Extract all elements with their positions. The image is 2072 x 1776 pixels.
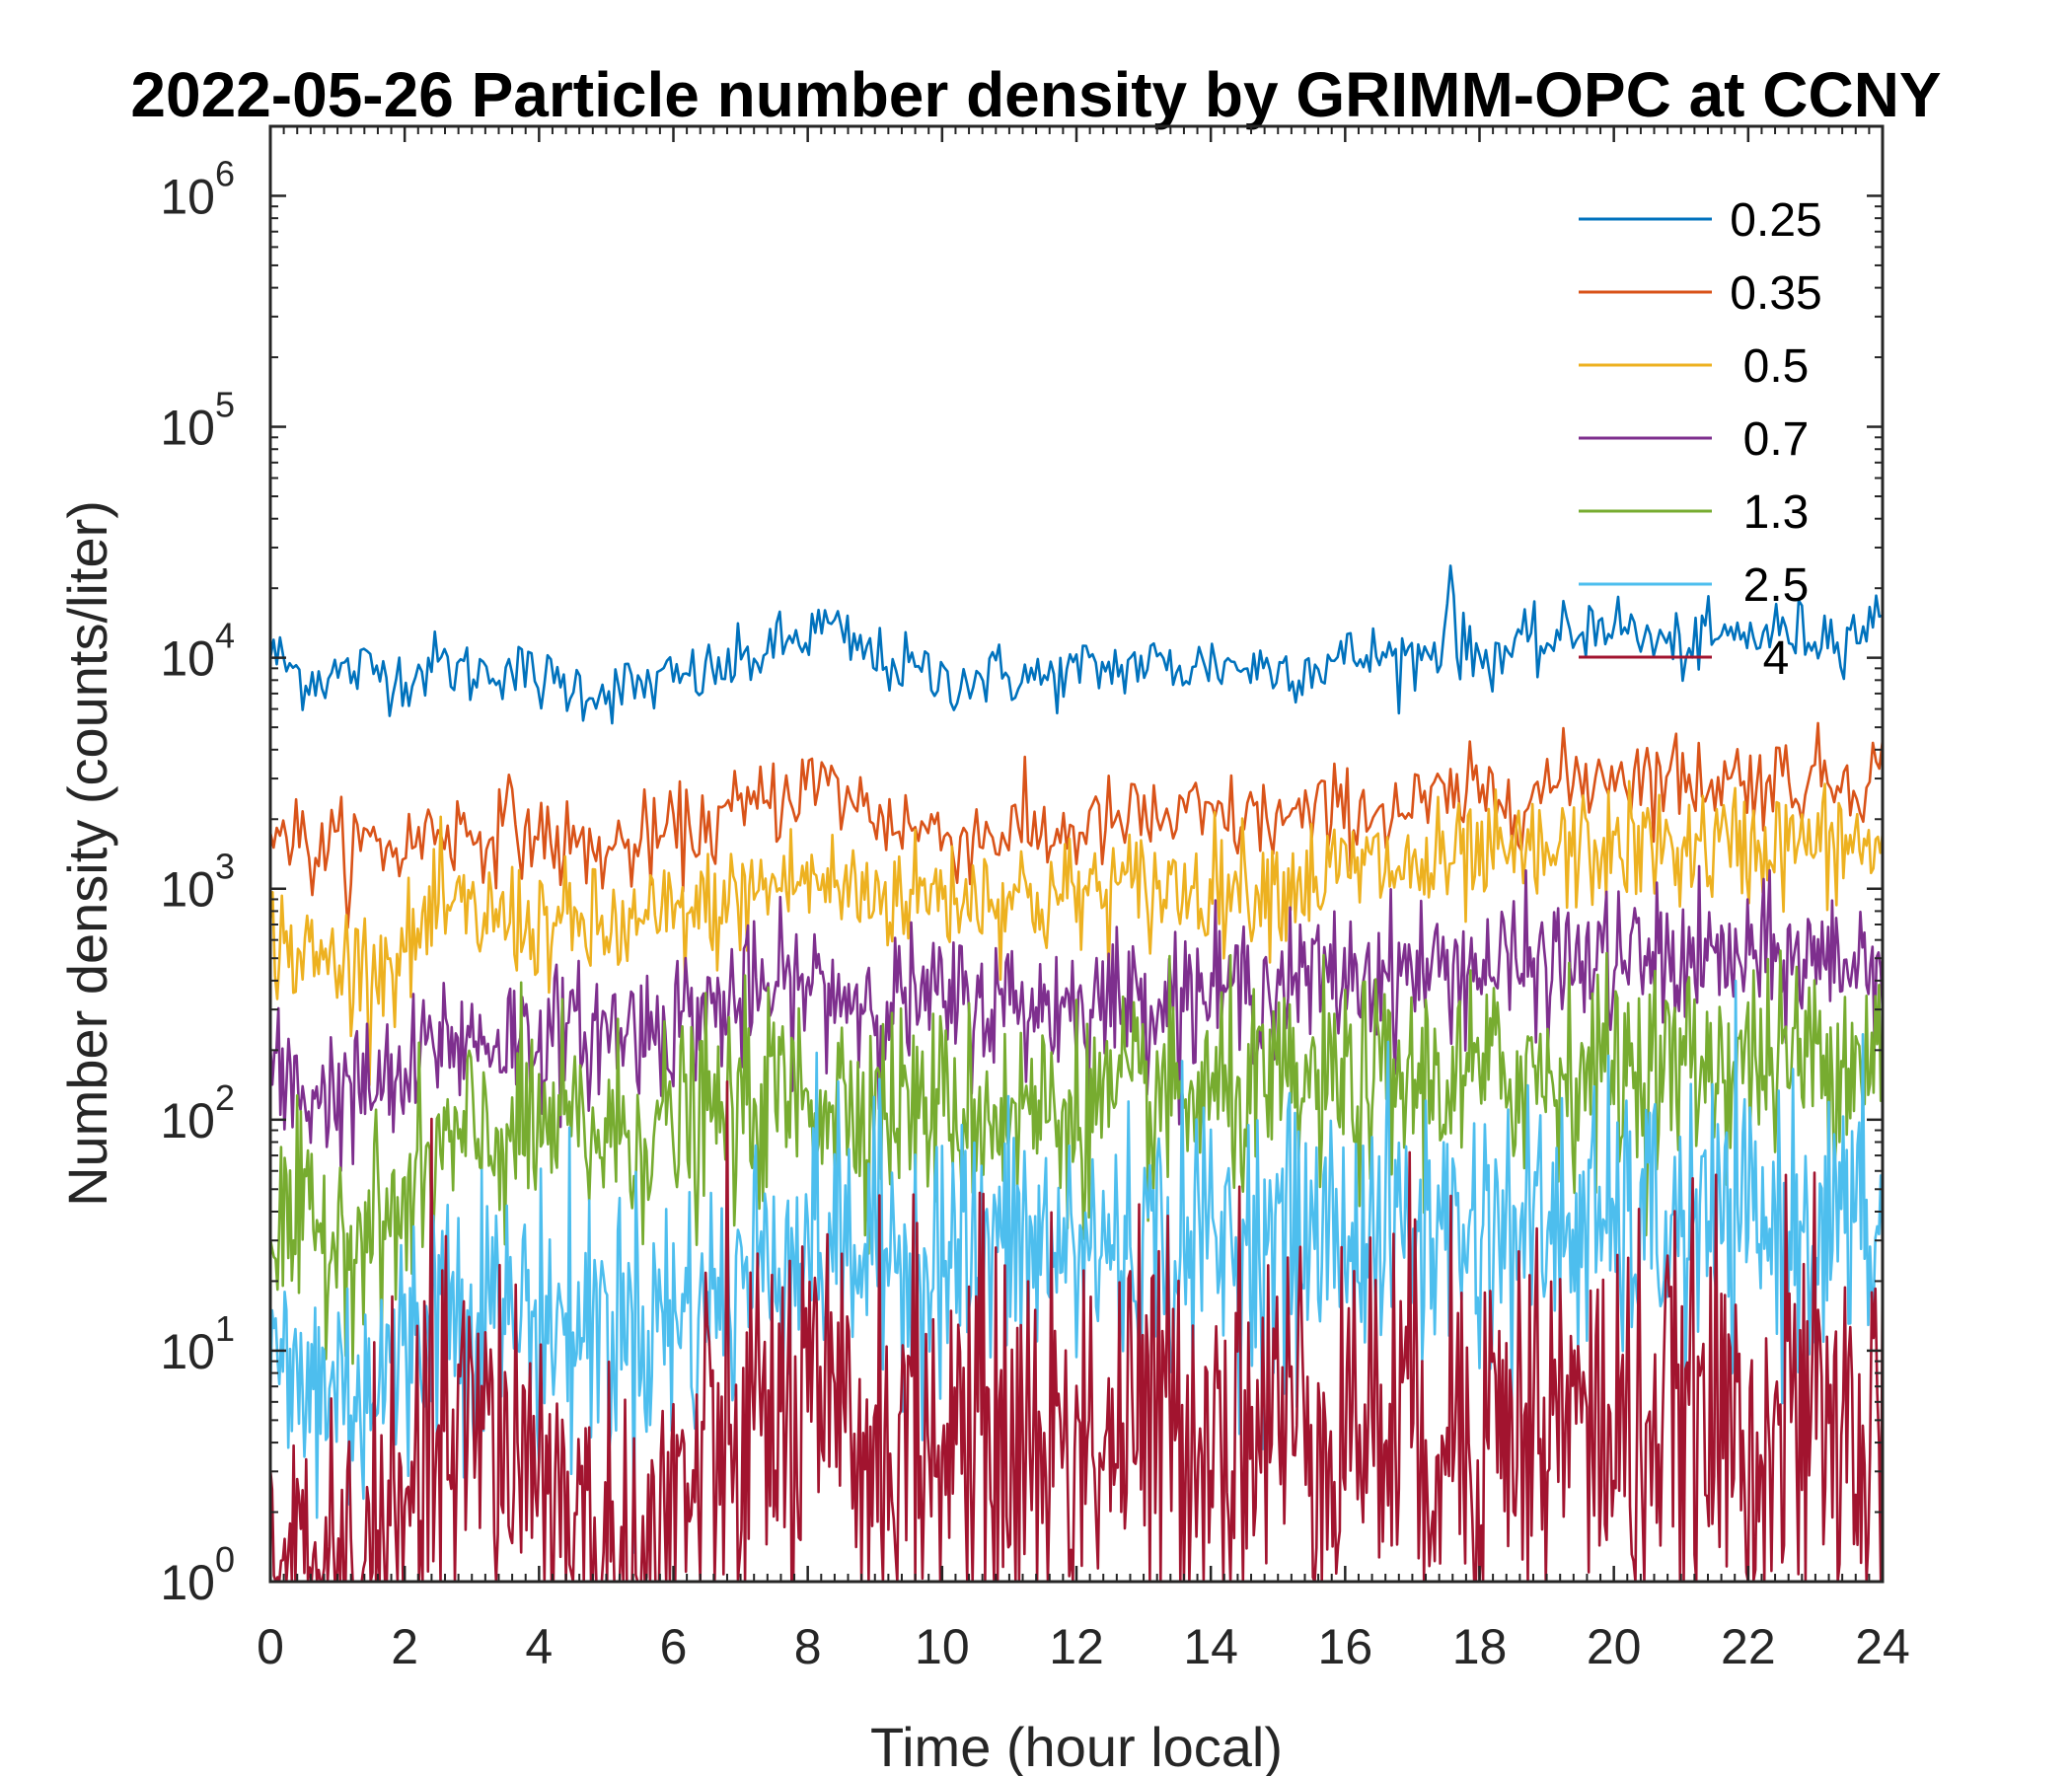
y-tick-base: 10: [160, 862, 215, 918]
x-tick-label: 12: [1049, 1619, 1104, 1674]
series-line-0: [270, 564, 1883, 725]
x-tick-label: 24: [1855, 1619, 1910, 1674]
y-tick-label: 103: [160, 847, 235, 918]
y-tick-exponent: 0: [215, 1539, 235, 1580]
x-tick-label: 0: [257, 1619, 284, 1674]
y-tick-base: 10: [160, 631, 215, 687]
y-tick-base: 10: [160, 1093, 215, 1148]
series-layer: [270, 564, 1883, 1582]
y-tick-base: 10: [160, 401, 215, 456]
y-tick-base: 10: [160, 1555, 215, 1610]
x-tick-label: 4: [525, 1619, 553, 1674]
plot-frame: [268, 124, 1885, 1584]
y-tick-label: 102: [160, 1077, 235, 1148]
y-tick-exponent: 6: [215, 153, 235, 193]
x-tick-label: 20: [1587, 1619, 1642, 1674]
y-axis-label: Number density (counts/liter): [56, 500, 118, 1207]
legend: 0.25 0.35 0.5 0.7 1.3 2.5 4: [1579, 194, 1822, 685]
series-line-1: [270, 721, 1883, 929]
series-line-2: [270, 779, 1883, 1087]
x-tick-label: 10: [915, 1619, 970, 1674]
x-tick-labels: 0 2 4 6 8 10 12 14 16 18 20 22 24: [257, 1619, 1910, 1674]
y-tick-label: 100: [160, 1539, 235, 1610]
y-tick-exponent: 2: [215, 1077, 235, 1118]
y-tick-label: 104: [160, 616, 235, 687]
x-tick-label: 22: [1721, 1619, 1776, 1674]
legend-label-4: 1.3: [1743, 486, 1810, 539]
y-tick-label: 101: [160, 1308, 235, 1379]
chart-title: 2022-05-26 Particle number density by GR…: [130, 59, 1941, 130]
x-tick-label: 6: [660, 1619, 688, 1674]
legend-label-3: 0.7: [1743, 413, 1810, 466]
legend-label-6: 4: [1763, 632, 1790, 685]
y-tick-exponent: 4: [215, 616, 235, 656]
x-tick-label: 18: [1452, 1619, 1508, 1674]
y-tick-base: 10: [160, 1324, 215, 1379]
legend-label-5: 2.5: [1743, 559, 1810, 612]
x-tick-label: 14: [1183, 1619, 1238, 1674]
y-tick-exponent: 1: [215, 1308, 235, 1349]
y-tick-exponent: 3: [215, 847, 235, 887]
series-line-6: [270, 1080, 1883, 1582]
legend-label-1: 0.35: [1730, 267, 1821, 320]
legend-label-2: 0.5: [1743, 340, 1810, 393]
x-tick-label: 16: [1318, 1619, 1373, 1674]
major-ticks: [268, 126, 1885, 1584]
y-tick-label: 106: [160, 153, 235, 224]
x-tick-label: 2: [391, 1619, 418, 1674]
y-tick-exponent: 5: [215, 385, 235, 425]
x-axis-label: Time (hour local): [870, 1716, 1283, 1776]
legend-label-0: 0.25: [1730, 194, 1821, 247]
y-tick-base: 10: [160, 169, 215, 224]
y-tick-label: 105: [160, 385, 235, 456]
x-tick-label: 8: [794, 1619, 822, 1674]
series-line-4: [270, 949, 1883, 1366]
